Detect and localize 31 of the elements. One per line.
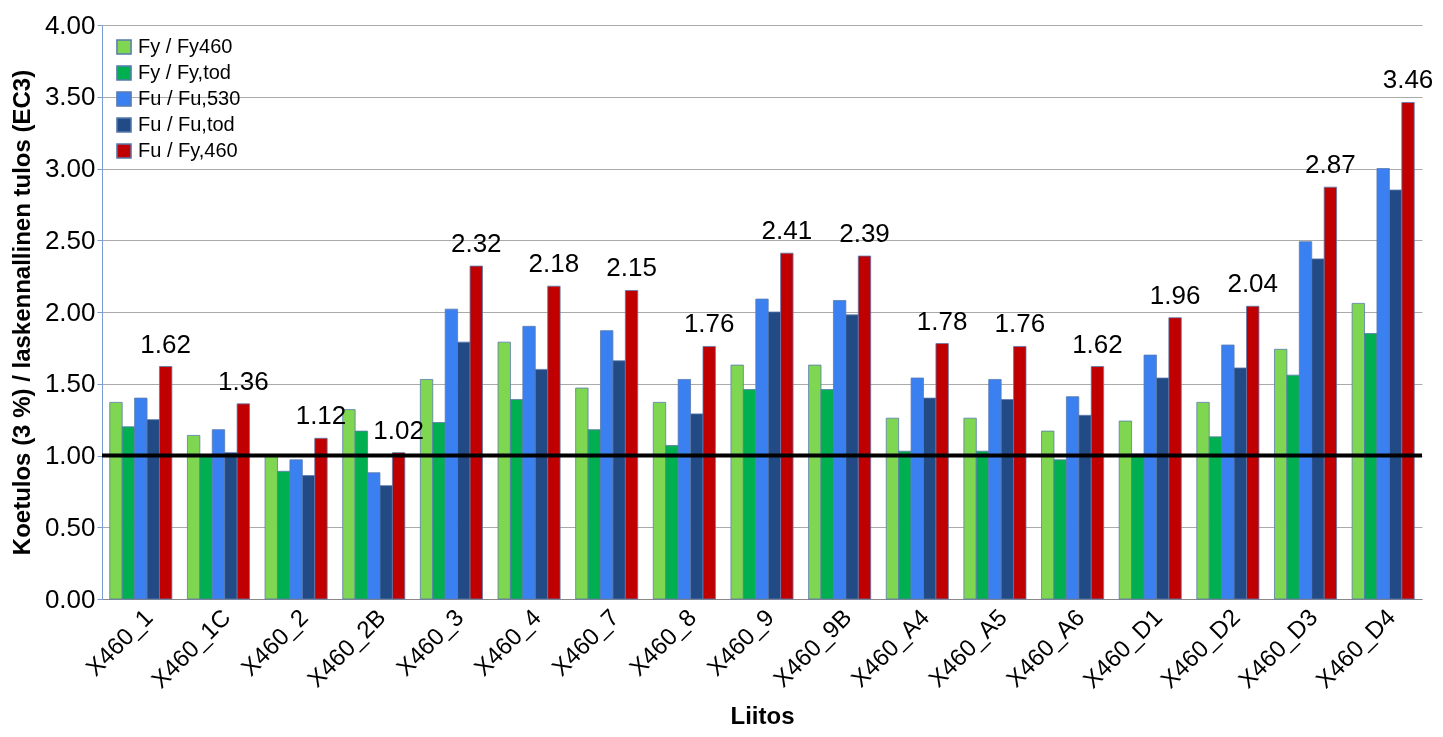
data-label: 1.76 xyxy=(994,308,1046,339)
y-tick-label: 0.00 xyxy=(44,583,96,614)
data-label: 2.18 xyxy=(528,248,580,279)
y-tick-label: 0.50 xyxy=(44,511,96,542)
data-label: 1.76 xyxy=(683,308,735,339)
data-label: 1.36 xyxy=(218,365,269,396)
y-tick-label: 2.50 xyxy=(44,224,96,255)
legend-label: Fy / Fy460 xyxy=(138,35,233,57)
y-tick-label: 3.00 xyxy=(44,153,96,183)
y-tick-label: 3.50 xyxy=(44,81,96,112)
data-label: 1.62 xyxy=(140,328,191,359)
legend-label: Fu / Fy,460 xyxy=(138,139,238,161)
data-label: 2.15 xyxy=(606,252,657,283)
legend-label: Fu / Fu,530 xyxy=(138,87,241,109)
data-label: 2.87 xyxy=(1305,149,1356,180)
data-label: 3.46 xyxy=(1382,64,1434,95)
y-axis-title: Koetulos (3 %) / laskennallinen tulos (EC3) xyxy=(7,69,35,556)
data-label: 1.78 xyxy=(916,305,968,336)
data-label: 2.32 xyxy=(450,228,502,259)
y-tick-label: 1.00 xyxy=(44,440,96,470)
data-label: 2.41 xyxy=(761,215,813,246)
data-label: 2.39 xyxy=(839,218,890,249)
data-label: 1.96 xyxy=(1149,279,1201,310)
y-tick-label: 4.00 xyxy=(44,9,96,40)
x-axis-title: Liitos xyxy=(730,702,795,730)
data-label: 1.62 xyxy=(1072,328,1123,359)
legend-label: Fu / Fu,tod xyxy=(138,113,235,135)
y-tick-label: 1.50 xyxy=(44,368,96,399)
data-label: 2.04 xyxy=(1227,268,1279,299)
legend-label: Fy / Fy,tod xyxy=(138,61,231,83)
y-tick-label: 2.00 xyxy=(44,296,96,327)
